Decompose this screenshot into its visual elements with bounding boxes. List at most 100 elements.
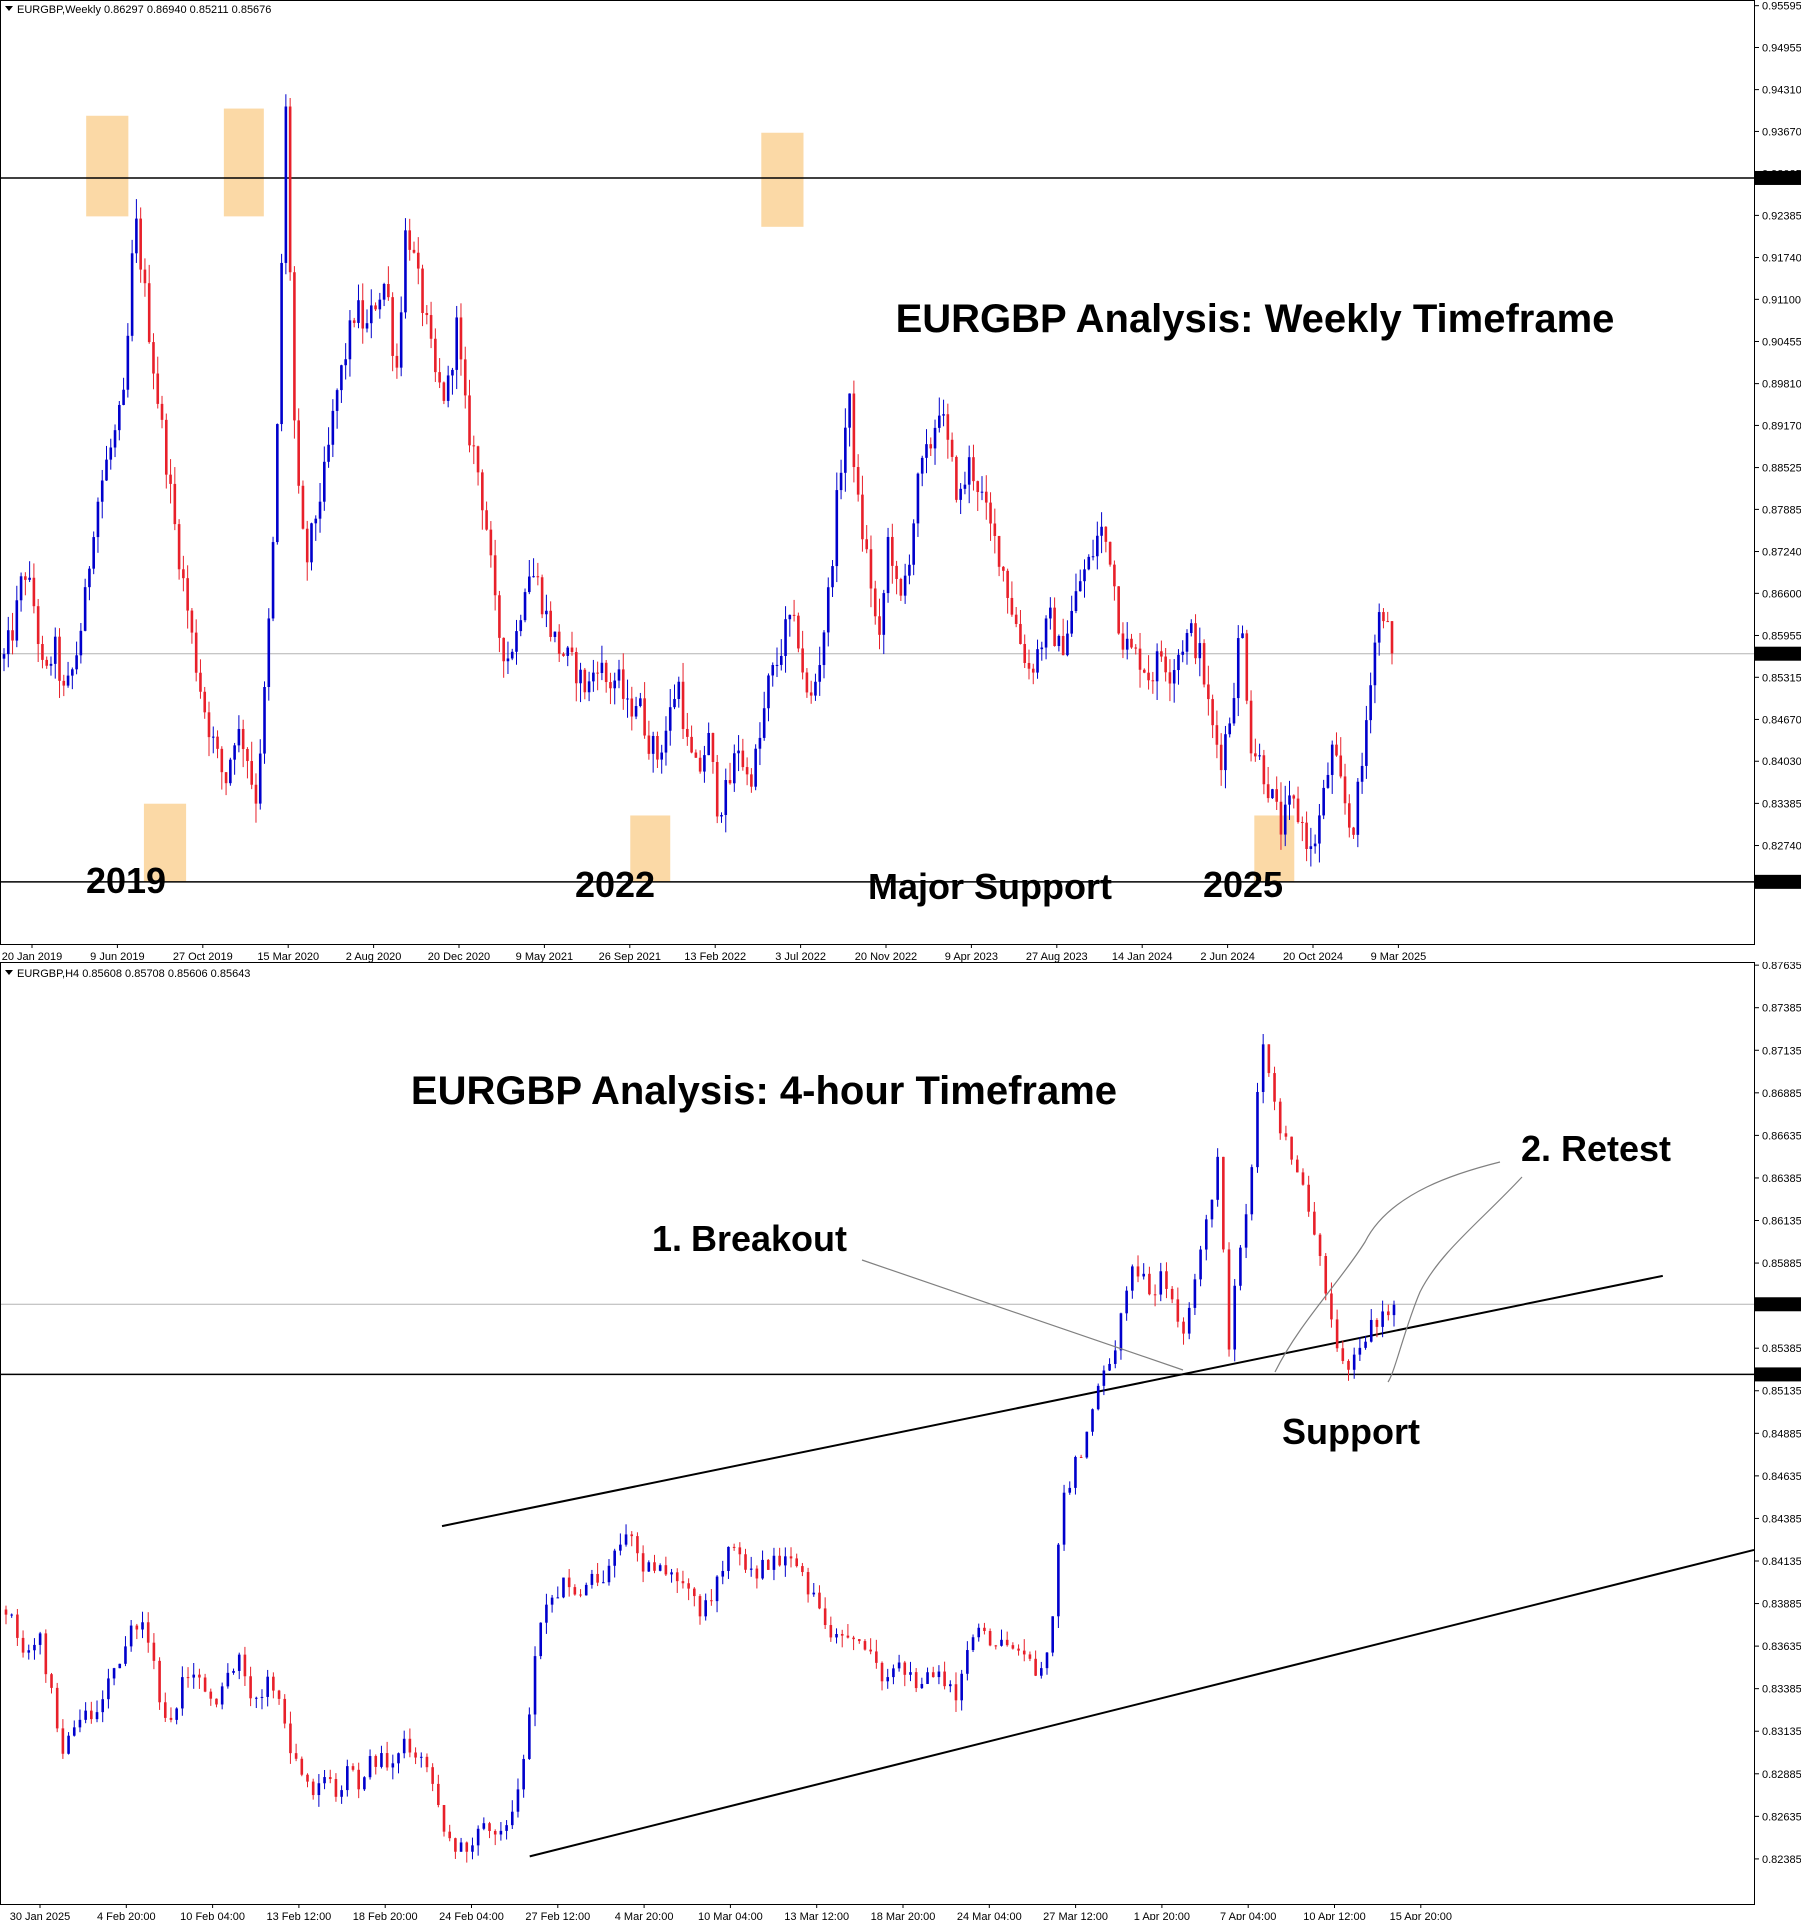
- candle-body: [288, 106, 292, 273]
- candle-body: [903, 1662, 907, 1675]
- candle-body: [374, 305, 377, 310]
- candle-body: [311, 1781, 315, 1796]
- candle-body: [1222, 1156, 1225, 1250]
- candle-body: [878, 616, 881, 635]
- candle-body: [1147, 672, 1150, 681]
- candle-body: [431, 1767, 434, 1784]
- candle-body: [903, 575, 907, 596]
- label-2022: 2022: [575, 864, 655, 905]
- candle-body: [835, 1634, 838, 1638]
- candle-body: [15, 600, 19, 641]
- retest-pointer-line: [1387, 1176, 1523, 1383]
- candle-body: [1087, 556, 1091, 570]
- candle-body: [989, 502, 992, 524]
- candle-body: [609, 682, 612, 689]
- candle-body: [1266, 784, 1270, 799]
- candle-body: [980, 491, 984, 493]
- candle-body: [16, 1614, 19, 1638]
- candle-body: [523, 592, 527, 621]
- candle-body: [139, 218, 142, 270]
- candle-body: [1057, 1544, 1060, 1617]
- candle-body: [1278, 1101, 1282, 1134]
- candle-body: [357, 300, 360, 323]
- candle-body: [72, 1727, 76, 1736]
- candle-body: [1136, 1266, 1140, 1277]
- candle-body: [814, 681, 817, 696]
- candle-body: [272, 1676, 275, 1691]
- candle-body: [937, 415, 941, 428]
- candle-body: [1224, 734, 1227, 771]
- candle-body: [182, 569, 185, 579]
- candle-body: [792, 614, 796, 616]
- collapse-triangle-icon[interactable]: [5, 970, 13, 975]
- candle-body: [391, 1763, 395, 1768]
- y-tick-label: 0.86135: [1762, 1216, 1801, 1228]
- candle-body: [481, 472, 484, 511]
- y-tick-label: 0.85135: [1762, 1386, 1801, 1398]
- candle-body: [641, 1553, 645, 1572]
- candle-body: [1219, 744, 1223, 771]
- candle-body: [318, 501, 322, 519]
- x-tick-label: 13 Mar 12:00: [784, 1911, 849, 1920]
- candle-body: [11, 630, 14, 641]
- candle-body: [105, 459, 108, 481]
- candle-body: [143, 269, 147, 284]
- candle-body: [797, 615, 800, 649]
- x-tick-label: 20 Dec 2020: [428, 951, 490, 962]
- label-2025: 2025: [1203, 864, 1283, 905]
- candle-body: [211, 736, 215, 738]
- x-tick-label: 10 Feb 04:00: [180, 1911, 245, 1920]
- candle-body: [53, 636, 57, 664]
- trendlines: [441, 1274, 1755, 1858]
- candle-body: [920, 1683, 924, 1689]
- candle-body: [1199, 1249, 1202, 1280]
- candle-body: [414, 1752, 417, 1758]
- candle-body: [107, 1678, 110, 1700]
- candle-body: [818, 665, 822, 682]
- candle-body: [664, 1565, 668, 1575]
- candle-body: [745, 767, 749, 775]
- candle-body: [977, 1627, 981, 1638]
- candle-body: [1290, 1136, 1293, 1160]
- candle-body: [1091, 1409, 1094, 1432]
- candle-body: [1386, 621, 1390, 623]
- candle-body: [510, 651, 514, 659]
- x-tick-label: 1 Apr 20:00: [1134, 1911, 1190, 1920]
- candle-body: [215, 1698, 218, 1705]
- candle-body: [647, 735, 651, 754]
- collapse-triangle-icon[interactable]: [5, 6, 13, 11]
- candle-body: [925, 444, 928, 458]
- candle-body: [1335, 1319, 1339, 1349]
- candle-body: [630, 1534, 634, 1537]
- y-tick-label: 0.93670: [1762, 126, 1801, 138]
- candle-body: [1036, 649, 1039, 673]
- candle-body: [795, 1558, 799, 1567]
- candle-body: [408, 230, 412, 250]
- y-tick-label: 0.82885: [1762, 1769, 1801, 1781]
- candle-body: [1301, 1172, 1305, 1185]
- candle-body: [852, 393, 856, 468]
- candle-body: [130, 253, 134, 336]
- candle-body: [715, 1576, 719, 1602]
- candle-body: [1068, 1487, 1072, 1493]
- y-tick-label: 0.87240: [1762, 547, 1801, 559]
- candle-body: [348, 320, 352, 360]
- candle-body: [10, 1614, 13, 1616]
- chart-title: EURGBP Analysis: Weekly Timeframe: [896, 297, 1615, 341]
- candle-body: [164, 419, 168, 475]
- candle-body: [277, 1690, 281, 1699]
- candle-body: [1014, 614, 1018, 624]
- candle-body: [199, 672, 202, 692]
- candle-body: [556, 1597, 560, 1599]
- y-tick-label: 0.85385: [1762, 1343, 1801, 1355]
- candle-body: [1381, 1311, 1384, 1327]
- candle-body: [152, 1642, 156, 1661]
- candle-body: [135, 218, 138, 254]
- candle-body: [933, 427, 937, 449]
- candle-body: [21, 1637, 25, 1653]
- y-tick-label: 0.95595: [1762, 1, 1801, 13]
- candle-body: [823, 1608, 827, 1626]
- candle-body: [690, 736, 693, 753]
- candle-body: [293, 272, 296, 421]
- candle-body: [710, 1600, 713, 1602]
